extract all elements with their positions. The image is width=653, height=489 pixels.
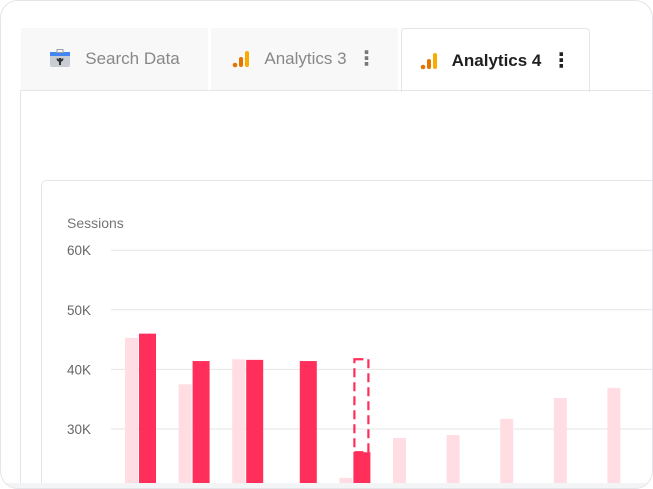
- y-tick-label: 50K: [67, 303, 91, 318]
- analytics-icon: [420, 52, 438, 70]
- bar-previous-period: [500, 418, 514, 488]
- content-panel: [20, 90, 651, 487]
- more-options-icon[interactable]: ⋮: [551, 49, 572, 72]
- bar-current-period: [299, 361, 317, 488]
- y-axis-label: Sessions: [67, 215, 124, 231]
- tab-analytics-3[interactable]: Analytics 3 ⋮: [211, 28, 398, 90]
- bar-current-period: [353, 452, 371, 488]
- toolbox-icon: [49, 49, 71, 69]
- bar-projected-outline: [353, 358, 370, 454]
- bar-previous-period: [553, 398, 567, 488]
- tab-search-data[interactable]: Search Data: [21, 28, 208, 90]
- bar-previous-period: [446, 434, 460, 488]
- tab-label: Analytics 3: [264, 49, 347, 68]
- bar-current-period: [139, 333, 156, 488]
- scrollbar-track[interactable]: [1, 483, 652, 488]
- bar-previous-period: [178, 384, 192, 488]
- y-tick-label: 60K: [67, 243, 91, 258]
- bar-previous-period: [125, 337, 138, 488]
- more-options-icon[interactable]: ⋮: [356, 48, 377, 70]
- bar-previous-period: [607, 387, 621, 488]
- y-tick-label: 30K: [67, 422, 91, 437]
- bar-current-period: [246, 359, 264, 488]
- chart-card: [41, 180, 652, 487]
- analytics-icon: [232, 50, 250, 68]
- tab-label: Search Data: [85, 49, 180, 68]
- bar-previous-period: [339, 477, 353, 488]
- bar-current-period: [192, 361, 210, 488]
- tab-label: Analytics 4: [451, 50, 542, 70]
- tab-analytics-4[interactable]: Analytics 4 ⋮: [401, 28, 590, 92]
- bar-previous-period: [232, 359, 246, 488]
- bar-previous-period: [393, 437, 406, 488]
- y-tick-label: 40K: [67, 362, 91, 377]
